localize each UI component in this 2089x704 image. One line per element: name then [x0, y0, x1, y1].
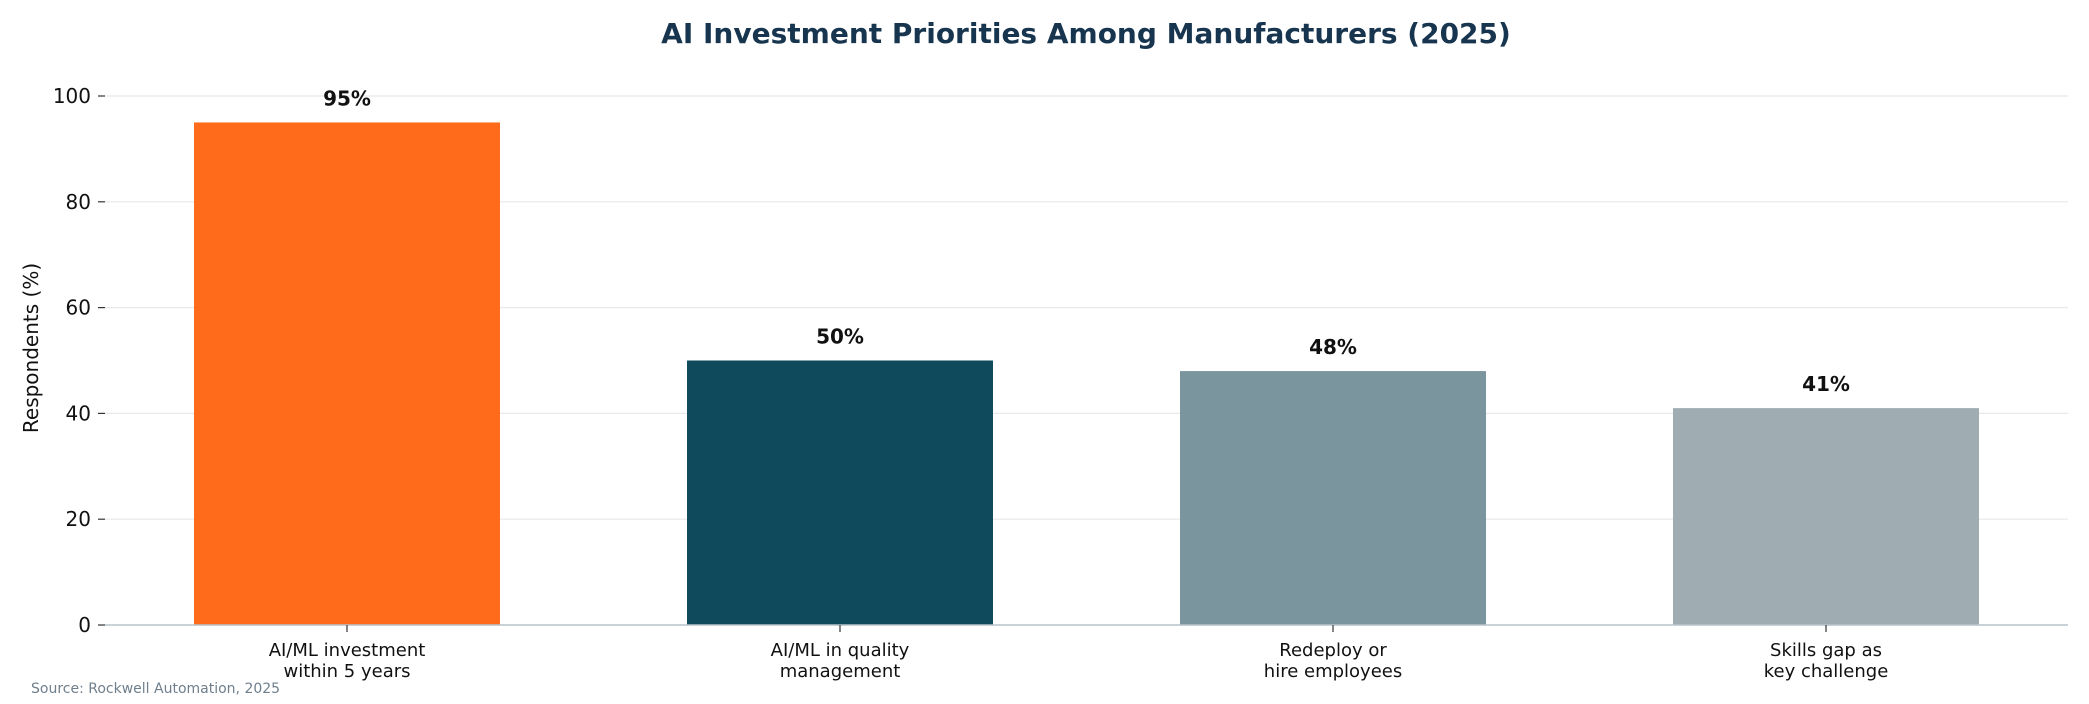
bar [687, 360, 993, 625]
x-tick-label-line: AI/ML investment [269, 640, 426, 661]
x-axis-ticks: AI/ML investment within 5 years AI/ML in q… [269, 625, 1889, 682]
x-tick-label-line: within 5 years [283, 661, 410, 682]
bar [194, 122, 500, 625]
y-tick-label: 100 [53, 84, 91, 108]
x-tick-label-line: Redeploy or [1279, 640, 1387, 661]
x-tick-label-line: management [780, 661, 901, 682]
bar [1673, 408, 1979, 625]
bars [194, 122, 1979, 625]
data-label: 41% [1802, 372, 1850, 396]
x-tick-label-line: AI/ML in quality [771, 640, 910, 661]
x-tick-label-line: key challenge [1764, 661, 1889, 682]
y-tick-label: 0 [78, 613, 91, 637]
x-tick-label: Skills gap as key challenge [1764, 640, 1889, 682]
source-note: Source: Rockwell Automation, 2025 [31, 681, 280, 697]
y-tick-label: 80 [66, 190, 91, 214]
x-tick-label: Redeploy or hire employees [1264, 640, 1402, 682]
x-tick-label-line: hire employees [1264, 661, 1402, 682]
x-tick-label-line: Skills gap as [1770, 640, 1882, 661]
y-tick-label: 40 [66, 401, 91, 425]
x-tick-label: AI/ML investment within 5 years [269, 640, 426, 682]
y-axis-ticks: 0 20 40 60 80 100 [53, 84, 105, 637]
y-tick-label: 20 [66, 507, 91, 531]
data-label: 95% [323, 86, 371, 110]
chart-title: AI Investment Priorities Among Manufactu… [661, 17, 1511, 50]
bar [1180, 371, 1486, 625]
y-axis-label: Respondents (%) [19, 263, 43, 433]
x-tick-label: AI/ML in quality management [771, 640, 910, 682]
data-labels: 95% 50% 48% 41% [323, 86, 1850, 396]
data-label: 48% [1309, 335, 1357, 359]
data-label: 50% [816, 325, 864, 349]
y-tick-label: 60 [66, 296, 91, 320]
